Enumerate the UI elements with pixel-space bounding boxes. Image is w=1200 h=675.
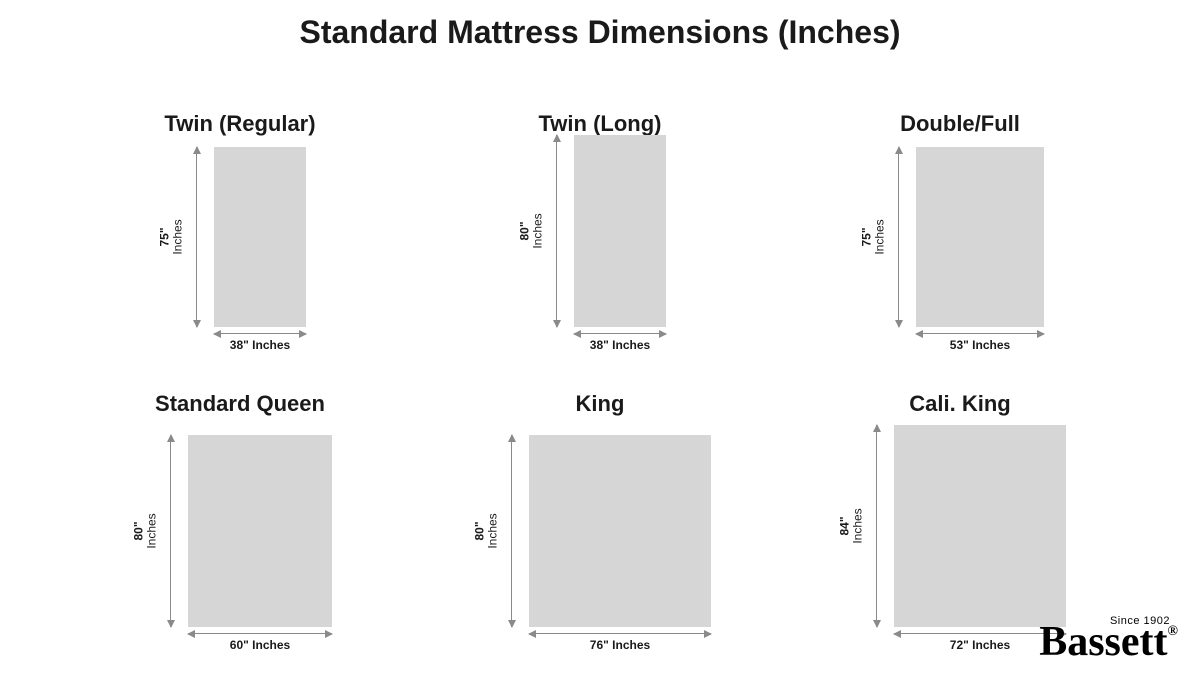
width-dimension: 53" Inches [916, 333, 1043, 352]
dimension-arrow-icon [214, 333, 305, 334]
height-dimension: 80"Inches [556, 135, 557, 327]
mattress-name: Twin (Long) [420, 111, 780, 137]
height-dimension: 84"Inches [876, 425, 877, 627]
height-dimension: 80"Inches [511, 435, 512, 627]
dimension-arrow-icon [876, 425, 877, 627]
mattress-grid: Twin (Regular) 75"Inches 38" Inches Twin (L… [0, 51, 1200, 651]
dimension-arrow-icon [556, 135, 557, 327]
dimension-arrow-icon [196, 147, 197, 327]
mattress-rect [529, 435, 711, 627]
height-label: 80"Inches [519, 213, 545, 248]
width-label: 38" Inches [574, 338, 665, 352]
mattress-cell: Twin (Long)80"Inches38" Inches [420, 111, 780, 355]
width-dimension: 60" Inches [188, 633, 332, 652]
width-label: 76" Inches [529, 638, 711, 652]
mattress-name: Double/Full [780, 111, 1140, 137]
height-label: 84"Inches [838, 509, 864, 544]
mattress-rect [894, 425, 1067, 627]
mattress-rect [188, 435, 332, 627]
width-label: 53" Inches [916, 338, 1043, 352]
mattress-cell: King 80"Inches 76" Inches [420, 391, 780, 655]
height-label: 80"Inches [132, 513, 158, 548]
mattress-cell: Double/Full 75"Inches 53" Inches [780, 111, 1140, 355]
width-dimension: 76" Inches [529, 633, 711, 652]
mattress-rect [574, 135, 665, 327]
width-dimension: 38" Inches [574, 333, 665, 352]
brand-reg: ® [1168, 624, 1178, 639]
dimension-arrow-icon [511, 435, 512, 627]
width-label: 38" Inches [214, 338, 305, 352]
brand-name: Bassett® [1039, 621, 1178, 663]
dimension-arrow-icon [898, 147, 899, 327]
mattress-diagram: 80"Inches 76" Inches [420, 425, 780, 655]
mattress-cell: Twin (Regular) 75"Inches 38" Inches [60, 111, 420, 355]
dimension-arrow-icon [188, 633, 332, 634]
height-label: 75"Inches [861, 219, 887, 254]
height-dimension: 80"Inches [170, 435, 171, 627]
dimension-arrow-icon [916, 333, 1043, 334]
mattress-diagram: 80"Inches 60" Inches [60, 425, 420, 655]
width-dimension: 38" Inches [214, 333, 305, 352]
mattress-rect [214, 147, 305, 327]
brand-logo: Since 1902 Bassett® [1039, 615, 1178, 663]
dimension-arrow-icon [574, 333, 665, 334]
mattress-name: King [420, 391, 780, 417]
dimension-arrow-icon [170, 435, 171, 627]
height-dimension: 75"Inches [898, 147, 899, 327]
mattress-rect [916, 147, 1043, 327]
width-label: 60" Inches [188, 638, 332, 652]
mattress-diagram: 80"Inches 38" Inches [420, 145, 780, 355]
mattress-name: Twin (Regular) [60, 111, 420, 137]
mattress-diagram: 75"Inches 38" Inches [60, 145, 420, 355]
height-label: 80"Inches [473, 513, 499, 548]
mattress-name: Standard Queen [60, 391, 420, 417]
mattress-cell: Standard Queen 80"Inches 60" Inches [60, 391, 420, 655]
brand-name-text: Bassett [1039, 619, 1167, 665]
height-label: 75"Inches [159, 219, 185, 254]
page-title: Standard Mattress Dimensions (Inches) [0, 0, 1200, 51]
mattress-name: Cali. King [780, 391, 1140, 417]
mattress-diagram: 75"Inches 53" Inches [780, 145, 1140, 355]
height-dimension: 75"Inches [196, 147, 197, 327]
dimension-arrow-icon [529, 633, 711, 634]
